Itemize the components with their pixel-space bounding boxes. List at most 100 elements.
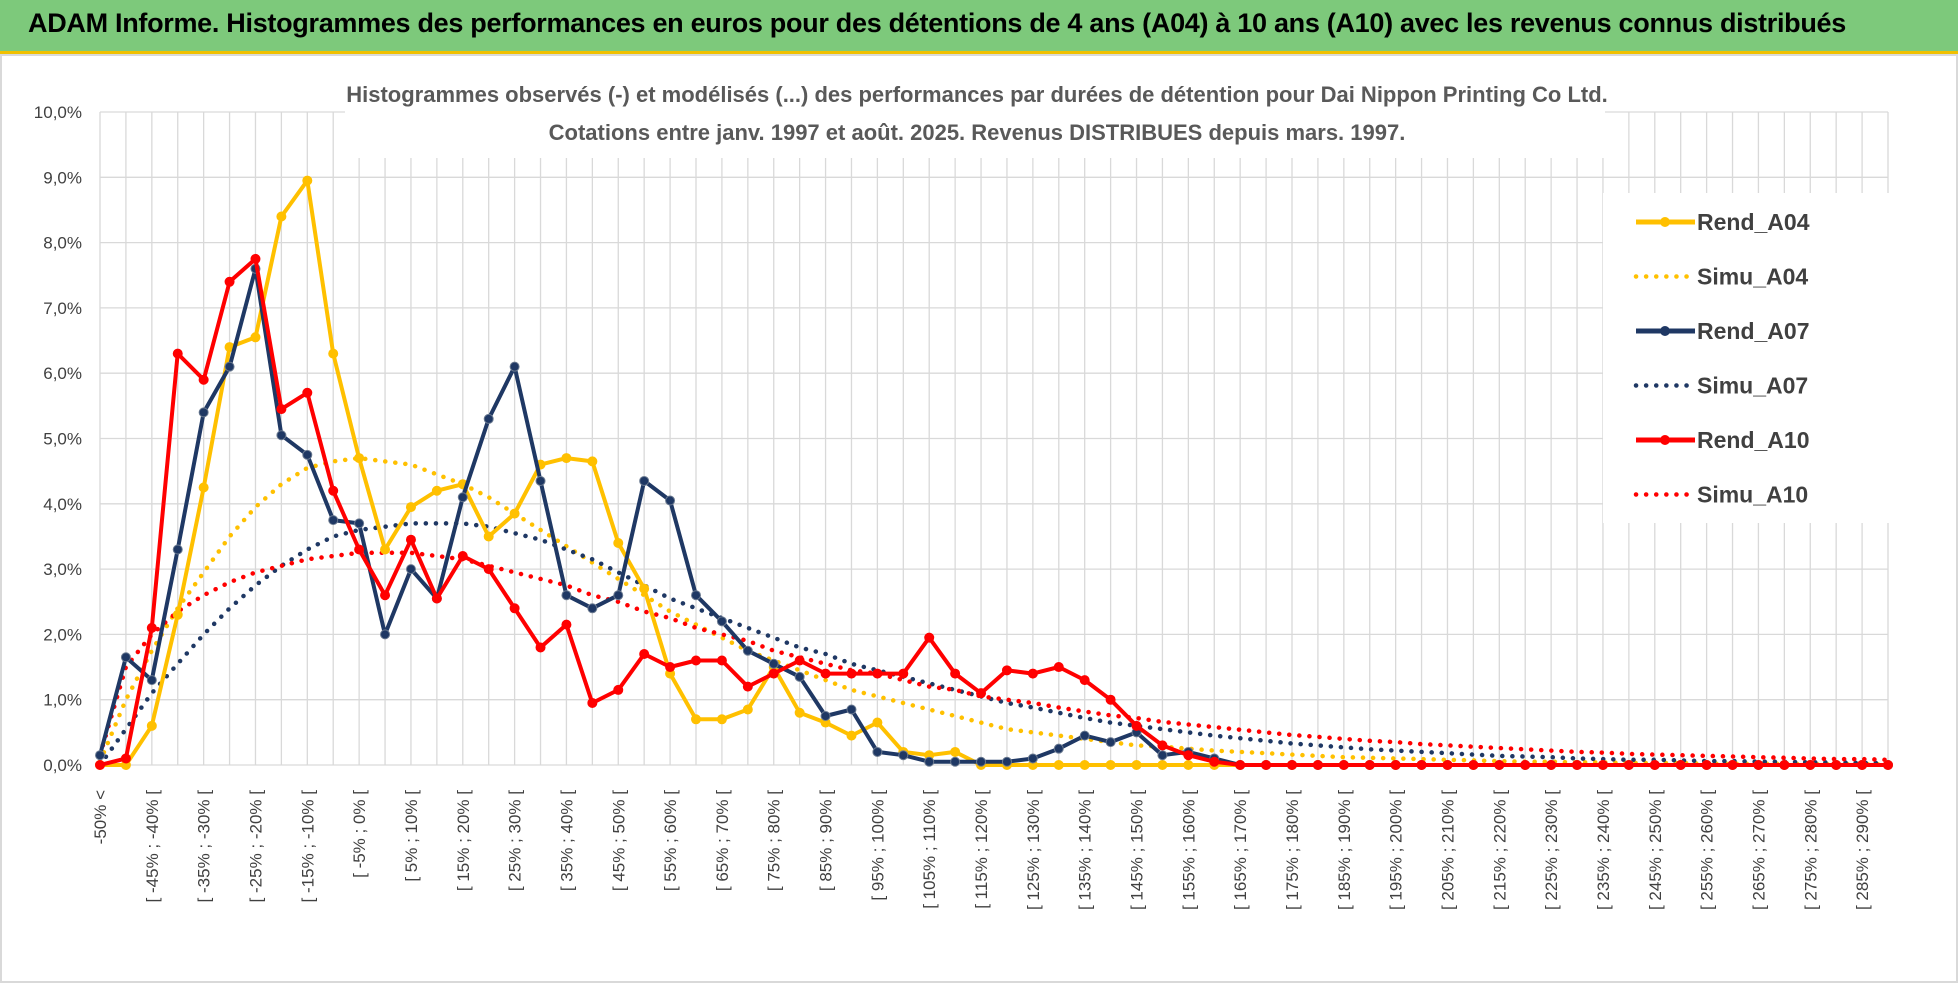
chart-subtitle: Cotations entre janv. 1997 et août. 2025… <box>549 120 1406 145</box>
data-point <box>483 564 494 575</box>
x-tick-label: [ 255% ; 260% [ <box>1698 790 1717 910</box>
data-point <box>1157 740 1168 751</box>
x-tick-label: [ 55% ; 60% [ <box>661 790 680 891</box>
data-point <box>483 413 494 424</box>
data-point <box>742 681 753 692</box>
x-tick-label: [ 205% ; 210% [ <box>1438 790 1457 910</box>
data-point <box>1209 756 1220 767</box>
data-point <box>976 756 987 767</box>
data-point <box>561 453 572 464</box>
data-point <box>146 622 157 633</box>
y-tick-label: 0,0% <box>43 756 82 775</box>
x-tick-label: [ 95% ; 100% [ <box>868 790 887 901</box>
legend-label: Simu_A07 <box>1697 373 1808 399</box>
data-point <box>1572 760 1583 770</box>
x-tick-label: [ 285% ; 290% [ <box>1853 790 1872 910</box>
x-tick-label: [ -35% ; -30% [ <box>195 790 214 903</box>
x-tick-label: [ 195% ; 200% [ <box>1387 790 1406 910</box>
legend-background <box>1603 193 1889 523</box>
data-point <box>146 720 157 731</box>
data-point <box>328 485 339 496</box>
data-point <box>1053 662 1064 673</box>
data-point <box>198 482 209 493</box>
data-point <box>1857 760 1868 770</box>
x-tick-label: [ 25% ; 30% [ <box>506 790 525 891</box>
data-point <box>328 348 339 359</box>
data-point <box>768 658 779 669</box>
data-point <box>1442 760 1453 770</box>
data-point <box>613 590 624 601</box>
x-tick-label: [ 145% ; 150% [ <box>1128 790 1147 910</box>
x-tick-label: [ 245% ; 250% [ <box>1646 790 1665 910</box>
data-point <box>846 704 857 715</box>
x-tick-label: [ -15% ; -10% [ <box>298 790 317 903</box>
chart-legend: Rend_A04 Simu_A04 Rend_A07 Simu_A07 Rend_A10… <box>1603 193 1889 523</box>
data-point <box>1546 760 1557 770</box>
data-point <box>1701 760 1712 770</box>
data-point <box>1675 760 1686 770</box>
data-point <box>276 404 287 415</box>
grid-layer <box>99 111 1889 766</box>
y-tick-label: 4,0% <box>43 495 82 514</box>
legend-label: Simu_A10 <box>1697 482 1808 508</box>
report-title: ADAM Informe. Histogrammes des performan… <box>28 8 1846 38</box>
x-tick-label: [ 5% ; 10% [ <box>402 790 421 882</box>
data-point <box>535 642 546 653</box>
data-point <box>1261 760 1272 770</box>
y-tick-label: 8,0% <box>43 234 82 253</box>
y-tick-label: 5,0% <box>43 430 82 449</box>
x-tick-label: [ 175% ; 180% [ <box>1283 790 1302 910</box>
series-rend-a10 <box>95 253 1893 770</box>
data-point <box>587 456 598 467</box>
x-tick-label: [ -45% ; -40% [ <box>143 790 162 903</box>
data-point <box>509 508 520 519</box>
data-point <box>405 564 416 575</box>
data-point <box>250 332 261 343</box>
legend-entry-simu-a04: Simu_A04 <box>1633 264 1808 290</box>
data-point <box>846 668 857 679</box>
data-point <box>95 760 105 770</box>
legend-label: Rend_A07 <box>1697 318 1809 344</box>
data-point <box>950 756 961 767</box>
y-tick-label: 3,0% <box>43 560 82 579</box>
y-tick-label: 2,0% <box>43 625 82 644</box>
data-point <box>561 590 572 601</box>
data-point <box>820 711 831 722</box>
data-point <box>250 253 261 264</box>
data-point <box>1779 760 1790 770</box>
data-point <box>691 714 701 725</box>
legend-entry-rend-a07: Rend_A07 <box>1636 318 1809 344</box>
data-point <box>976 688 987 699</box>
data-point <box>1883 760 1893 770</box>
data-point <box>1105 760 1116 770</box>
data-point <box>354 453 365 464</box>
data-point <box>431 485 442 496</box>
y-tick-label: 6,0% <box>43 364 82 383</box>
x-tick-label: [ 125% ; 130% [ <box>1024 790 1043 910</box>
legend-label: Rend_A10 <box>1697 427 1809 453</box>
x-tick-label: [ 35% ; 40% [ <box>557 790 576 891</box>
chart-frame <box>0 54 1958 983</box>
data-point <box>1312 760 1323 770</box>
data-point <box>1105 737 1116 748</box>
data-point <box>535 475 546 486</box>
y-tick-label: 9,0% <box>43 168 82 187</box>
data-point <box>1079 730 1090 741</box>
data-point <box>328 515 339 526</box>
data-point <box>1727 760 1738 770</box>
data-point <box>1027 668 1038 679</box>
x-tick-label: [ 225% ; 230% [ <box>1542 790 1561 910</box>
data-point <box>1468 760 1479 770</box>
data-point <box>1235 760 1246 770</box>
data-point <box>716 714 727 725</box>
data-point <box>691 655 701 666</box>
data-point <box>742 704 753 715</box>
data-point <box>380 629 391 640</box>
x-tick-label: [ 155% ; 160% [ <box>1179 790 1198 910</box>
x-tick-label: [ 65% ; 70% [ <box>713 790 732 891</box>
legend-entry-simu-a07: Simu_A07 <box>1633 373 1808 399</box>
data-point <box>1001 665 1012 676</box>
data-point <box>198 374 209 385</box>
dotted-model-line <box>97 550 1891 763</box>
data-point <box>794 655 805 666</box>
